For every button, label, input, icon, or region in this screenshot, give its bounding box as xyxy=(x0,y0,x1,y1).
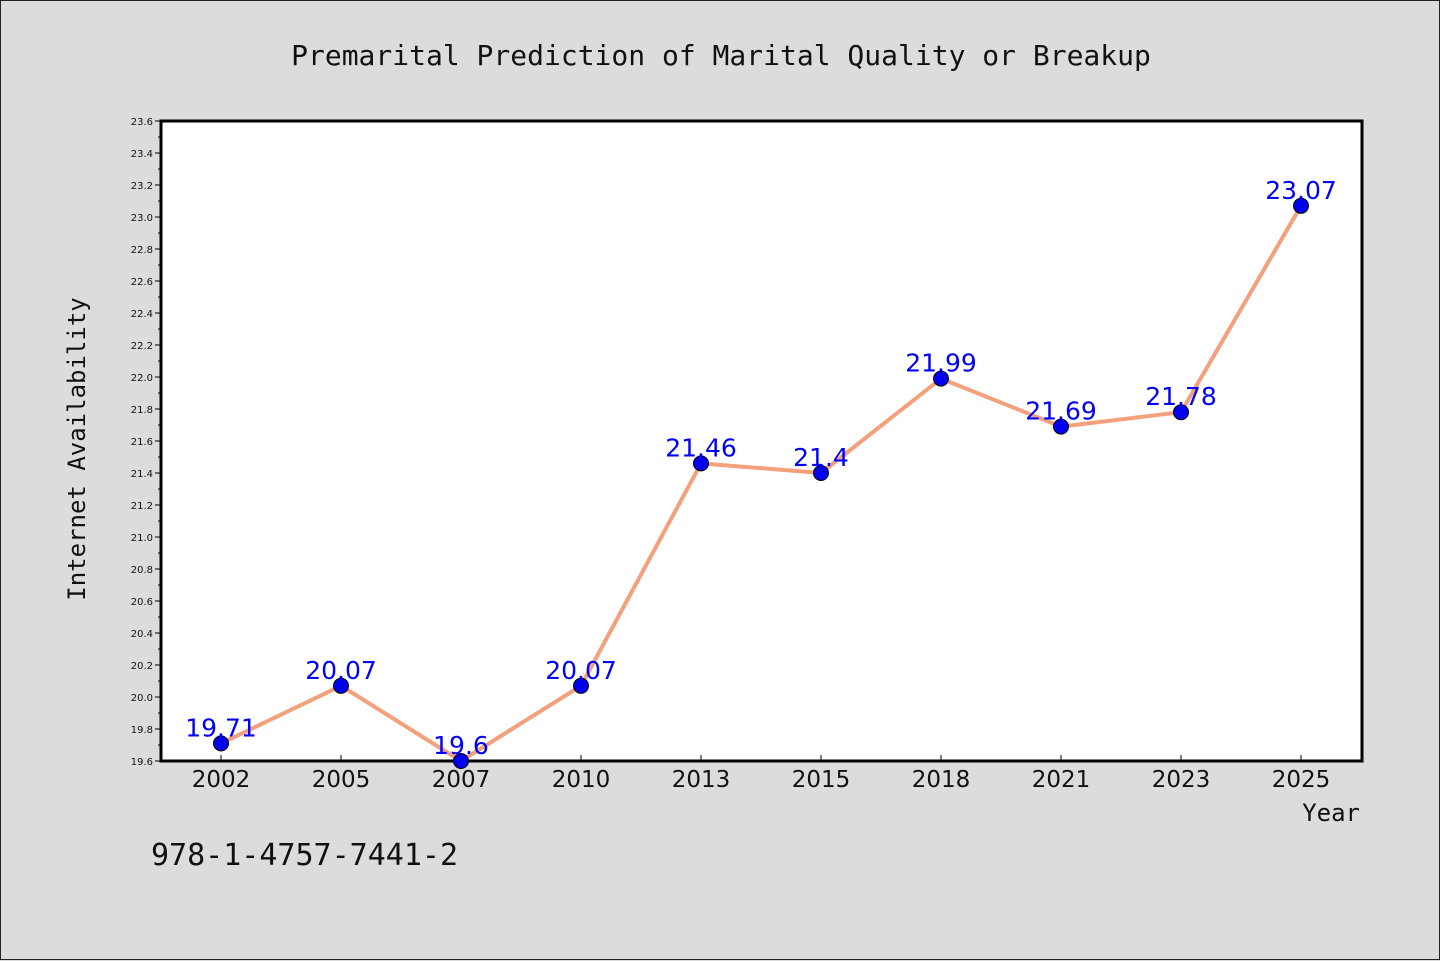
x-tick-label: 2023 xyxy=(1152,767,1211,793)
y-tick-label: 23.4 xyxy=(131,149,153,160)
x-tick-label: 2013 xyxy=(672,767,731,793)
data-point xyxy=(1293,197,1309,214)
chart-title: Premarital Prediction of Marital Quality… xyxy=(291,39,1151,72)
y-tick-label: 20.4 xyxy=(131,629,153,640)
isbn-annotation: 978-1-4757-7441-2 xyxy=(151,838,458,873)
y-tick-label: 20.6 xyxy=(131,597,153,608)
x-axis: 2002 2005 2007 2010 2013 2015 2018 2021 2023 2025 xyxy=(192,755,1331,793)
data-label: 21.4 xyxy=(793,443,849,472)
data-point xyxy=(813,465,829,481)
y-tick-label: 19.6 xyxy=(131,757,153,768)
y-axis-label: Internet Availability xyxy=(63,297,91,600)
y-axis: 19.6 19.8 20.0 20.2 20.4 20.6 20.8 21.0 21.2 21.4… xyxy=(131,117,161,768)
data-label: 19.71 xyxy=(185,713,257,742)
y-tick-label: 21.0 xyxy=(131,533,153,544)
x-tick-label: 2007 xyxy=(432,767,491,793)
data-label: 21.69 xyxy=(1025,397,1097,426)
y-tick-label: 21.2 xyxy=(131,501,153,512)
x-tick-label: 2025 xyxy=(1272,767,1331,793)
data-point xyxy=(573,677,589,694)
x-tick-label: 2002 xyxy=(192,767,251,793)
data-point xyxy=(693,455,709,472)
y-tick-label: 20.8 xyxy=(131,565,153,576)
x-tick-label: 2010 xyxy=(552,767,611,793)
series-line xyxy=(219,203,1303,763)
x-axis-label: Year xyxy=(1302,799,1360,827)
y-tick-label: 22.2 xyxy=(131,341,153,352)
y-tick-label: 21.6 xyxy=(131,437,153,448)
data-point xyxy=(1173,404,1189,421)
data-point xyxy=(333,677,349,694)
data-label: 20.07 xyxy=(545,656,617,685)
x-tick-label: 2015 xyxy=(792,767,851,793)
data-point xyxy=(933,370,949,387)
series-group: 19.71 20.07 19.6 20.07 21.46 21.4 21.99 21.69 21… xyxy=(185,176,1337,769)
y-tick-label: 22.6 xyxy=(131,277,153,288)
data-label: 21.78 xyxy=(1145,382,1217,411)
y-tick-label: 23.0 xyxy=(131,213,153,224)
data-label: 21.99 xyxy=(905,349,977,378)
data-point xyxy=(213,735,229,752)
y-tick-label: 20.0 xyxy=(131,693,153,704)
x-tick-label: 2005 xyxy=(312,767,371,793)
y-tick-label: 21.8 xyxy=(131,405,153,416)
data-label: 19.6 xyxy=(433,731,489,760)
data-point xyxy=(1053,418,1069,435)
y-tick-label: 22.8 xyxy=(131,245,153,256)
x-tick-label: 2018 xyxy=(912,767,971,793)
y-tick-label: 22.4 xyxy=(131,309,153,320)
data-label: 23.07 xyxy=(1265,176,1337,205)
plot-area xyxy=(159,119,1364,763)
x-tick-label: 2021 xyxy=(1032,767,1091,793)
y-tick-label: 22.0 xyxy=(131,373,153,384)
y-tick-label: 20.2 xyxy=(131,661,153,672)
y-tick-label: 19.8 xyxy=(131,725,153,736)
y-tick-label: 23.2 xyxy=(131,181,153,192)
y-tick-label: 23.6 xyxy=(131,117,153,128)
data-label: 20.07 xyxy=(305,656,377,685)
data-label: 21.46 xyxy=(665,433,737,462)
data-point xyxy=(453,753,469,769)
y-tick-label: 21.4 xyxy=(131,469,153,480)
